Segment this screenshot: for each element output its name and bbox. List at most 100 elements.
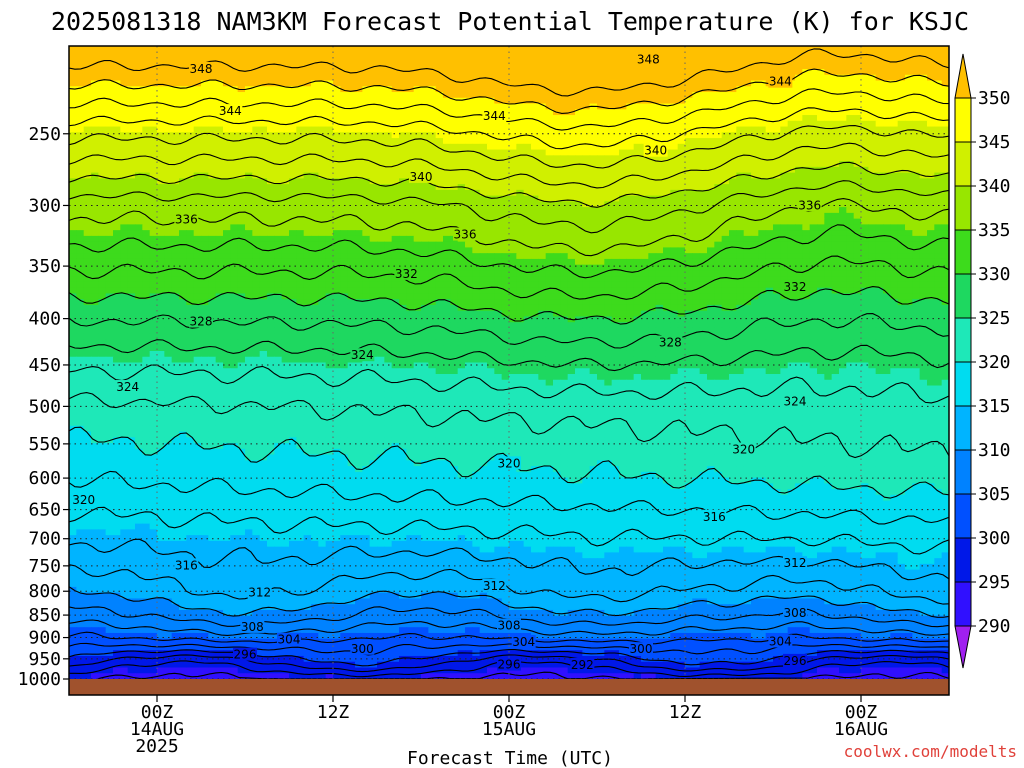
field-cell xyxy=(905,241,913,248)
field-cell xyxy=(553,138,561,145)
field-cell xyxy=(905,138,913,145)
field-cell xyxy=(465,80,473,87)
field-cell xyxy=(120,92,129,99)
field-cell xyxy=(296,69,305,76)
field-cell xyxy=(523,172,532,179)
field-cell xyxy=(875,109,884,116)
field-cell xyxy=(311,281,319,289)
field-cell xyxy=(142,218,151,225)
field-cell xyxy=(758,276,767,283)
field-cell xyxy=(443,109,451,116)
field-cell xyxy=(765,103,774,110)
field-cell xyxy=(941,120,949,128)
field-cell xyxy=(186,97,195,105)
field-cell xyxy=(245,57,253,64)
field-cell xyxy=(340,132,349,139)
field-cell xyxy=(296,74,305,82)
field-cell xyxy=(377,51,385,59)
field-cell xyxy=(318,103,327,110)
field-cell xyxy=(927,224,935,231)
field-cell xyxy=(347,51,356,59)
field-cell xyxy=(758,184,767,191)
field-cell xyxy=(633,126,642,133)
field-cell xyxy=(201,230,209,237)
field-cell xyxy=(406,184,415,191)
field-cell xyxy=(406,212,415,220)
field-cell xyxy=(648,276,657,283)
field-cell xyxy=(494,46,503,53)
field-cell xyxy=(369,264,378,272)
field-cell xyxy=(802,230,811,237)
field-cell xyxy=(120,253,129,260)
field-cell xyxy=(164,109,173,116)
field-cell xyxy=(245,69,253,76)
field-cell xyxy=(905,46,913,53)
field-cell xyxy=(105,120,114,128)
field-cell xyxy=(171,132,180,139)
field-cell xyxy=(311,235,319,243)
field-cell xyxy=(846,92,855,99)
field-cell xyxy=(897,69,906,76)
field-cell xyxy=(809,149,818,156)
field-cell xyxy=(443,115,451,122)
field-cell xyxy=(861,86,869,93)
field-cell xyxy=(941,138,949,145)
field-cell xyxy=(729,258,737,266)
field-cell xyxy=(83,74,92,82)
field-cell xyxy=(377,281,385,289)
field-cell xyxy=(347,149,356,156)
field-cell xyxy=(545,138,554,145)
field-cell xyxy=(934,218,943,225)
field-cell xyxy=(824,270,833,277)
field-cell xyxy=(839,120,847,128)
field-cell xyxy=(157,235,165,243)
field-cell xyxy=(127,270,136,277)
field-cell xyxy=(281,201,290,208)
field-cell xyxy=(333,155,341,162)
field-cell xyxy=(362,149,371,156)
field-cell xyxy=(391,69,400,76)
field-cell xyxy=(421,69,429,76)
field-cell xyxy=(318,63,327,70)
field-cell xyxy=(751,264,759,272)
field-cell xyxy=(91,120,99,128)
field-cell xyxy=(773,241,781,248)
field-cell xyxy=(736,57,745,64)
field-cell xyxy=(105,80,114,87)
field-cell xyxy=(773,178,781,185)
field-cell xyxy=(795,166,803,174)
field-cell xyxy=(523,241,532,248)
field-cell xyxy=(604,74,613,82)
field-cell xyxy=(428,218,437,225)
field-cell xyxy=(831,195,840,202)
field-cell xyxy=(465,155,473,162)
field-cell xyxy=(230,86,239,93)
field-cell xyxy=(91,230,99,237)
field-cell xyxy=(685,218,693,225)
field-cell xyxy=(208,276,217,283)
field-cell xyxy=(516,212,525,220)
field-cell xyxy=(406,258,415,266)
field-cell xyxy=(516,115,525,122)
field-cell xyxy=(611,166,620,174)
field-cell xyxy=(369,270,378,277)
field-cell xyxy=(428,201,437,208)
field-cell xyxy=(553,264,561,272)
field-cell xyxy=(919,138,928,145)
field-cell xyxy=(421,109,429,116)
field-cell xyxy=(303,155,312,162)
field-cell xyxy=(941,92,949,99)
field-cell xyxy=(883,270,891,277)
field-cell xyxy=(347,241,356,248)
field-cell xyxy=(223,189,231,197)
field-cell xyxy=(633,166,642,174)
field-cell xyxy=(780,184,789,191)
field-cell xyxy=(589,212,598,220)
field-cell xyxy=(692,247,701,254)
field-cell xyxy=(201,132,209,139)
field-cell xyxy=(817,80,825,87)
field-cell xyxy=(758,172,767,179)
field-cell xyxy=(237,46,246,53)
field-cell xyxy=(773,235,781,243)
field-cell xyxy=(941,178,949,185)
